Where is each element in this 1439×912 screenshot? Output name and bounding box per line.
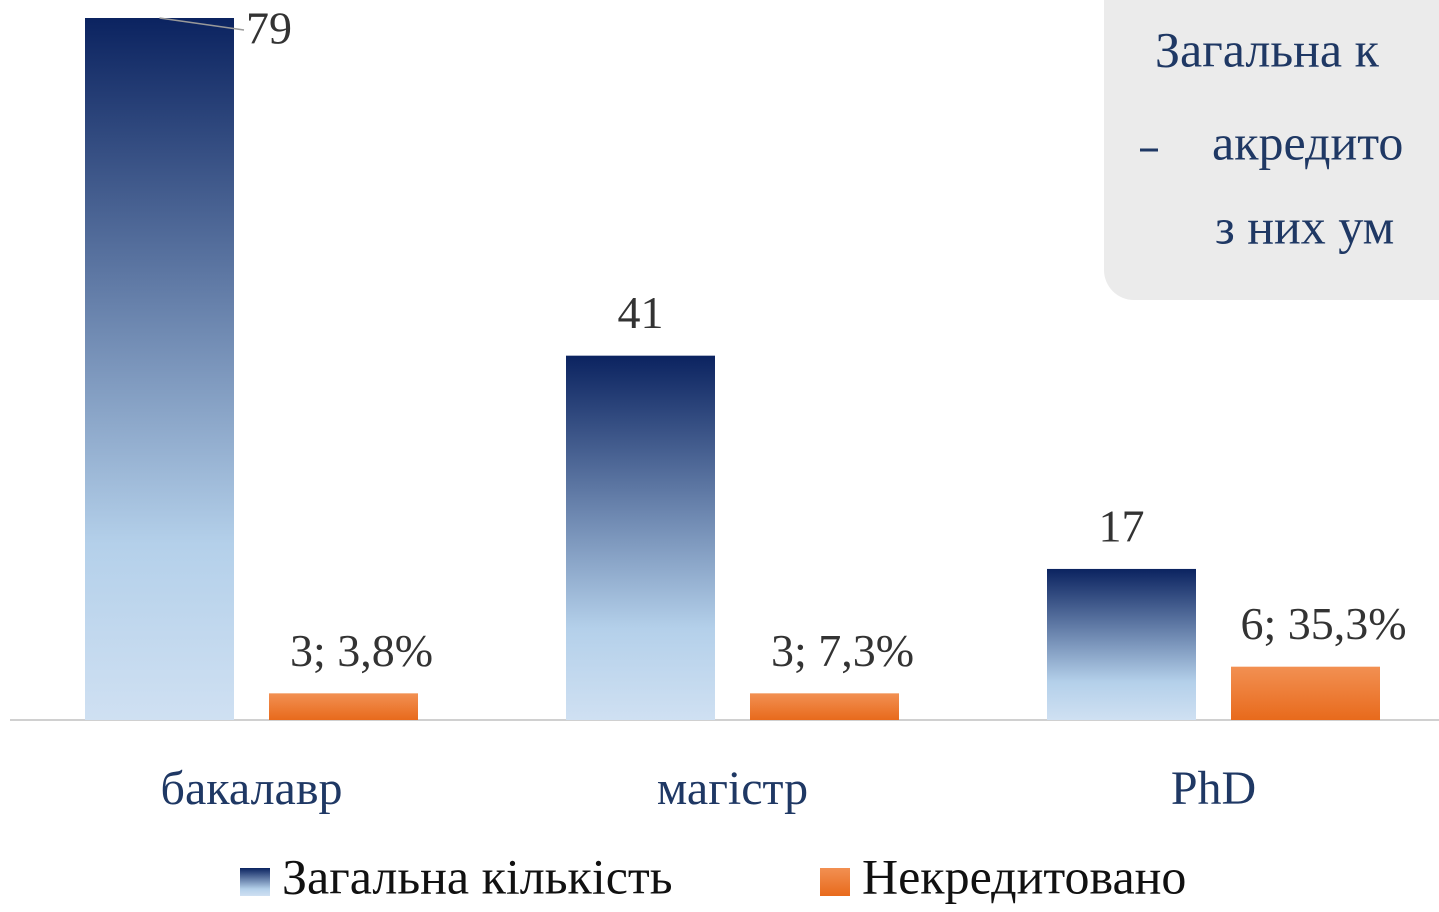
bar: [750, 693, 899, 720]
x-tick-label: PhD: [1171, 762, 1256, 815]
bar: [1047, 568, 1196, 720]
data-label: 3; 3,8%: [290, 625, 433, 676]
legend-swatch: [240, 868, 270, 896]
leader-line: [159, 17, 245, 31]
annotation-line: Загальна к: [1155, 21, 1380, 77]
bar: [85, 18, 234, 720]
x-tick-label: бакалавр: [161, 762, 343, 815]
annotation-line: з них ум: [1215, 198, 1394, 254]
bar: [1231, 666, 1380, 720]
annotation-line: акредито: [1212, 114, 1403, 170]
x-tick-label: магістр: [657, 762, 808, 815]
data-label: 6; 35,3%: [1240, 598, 1406, 649]
bar: [566, 355, 715, 720]
data-label: 3; 7,3%: [771, 625, 914, 676]
legend-label: Загальна кількість: [282, 848, 673, 904]
annotation-box: [1104, 0, 1439, 300]
data-label: 17: [1099, 500, 1145, 551]
data-label: 41: [618, 287, 664, 338]
bar: [269, 693, 418, 720]
legend-swatch: [820, 868, 850, 896]
data-label: 79: [246, 3, 292, 54]
legend-label: Некредитовано: [862, 848, 1186, 904]
